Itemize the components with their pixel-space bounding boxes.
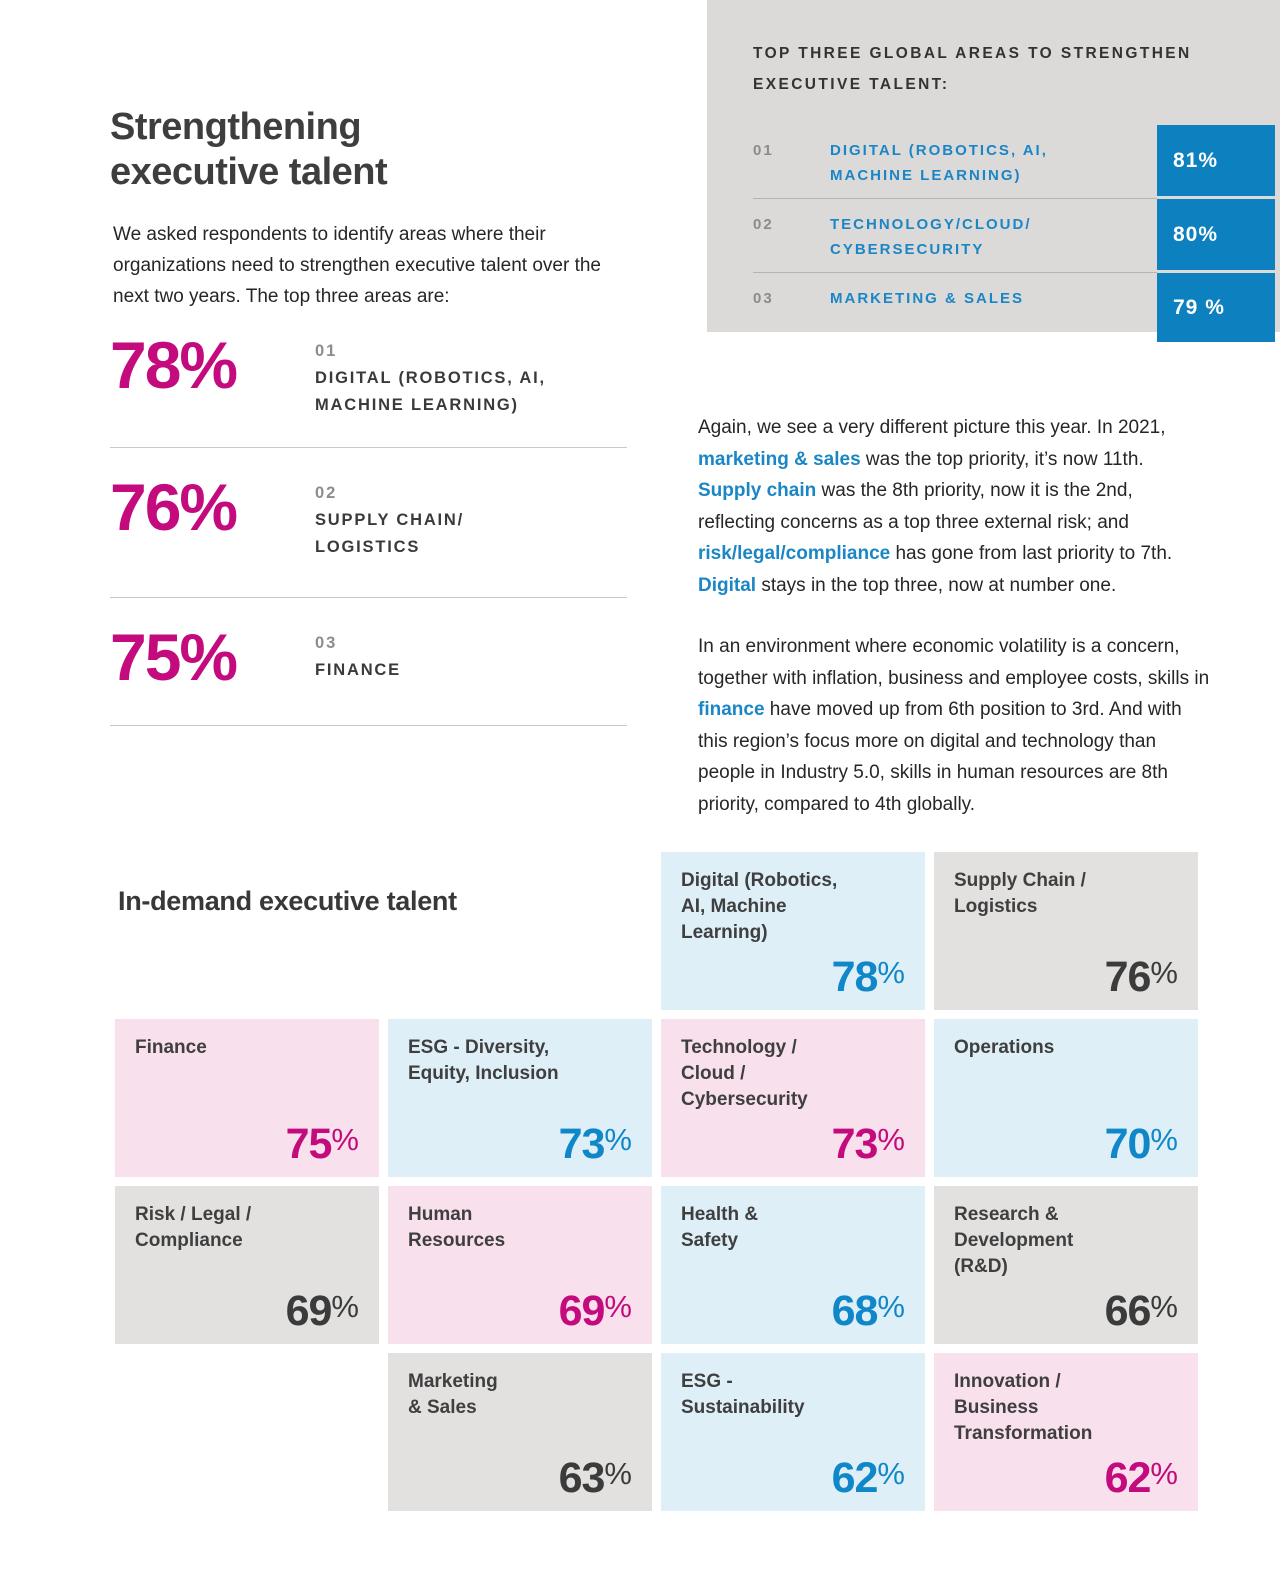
stat-value: 75% xyxy=(110,620,238,694)
global-row-label: TECHNOLOGY/CLOUD/ CYBERSECURITY xyxy=(830,216,1032,258)
global-areas-box: TOP THREE GLOBAL AREAS TO STRENGTHEN EXE… xyxy=(707,0,1280,342)
tile-operations: Operations 70% xyxy=(934,1019,1198,1177)
stat-rank: 02 xyxy=(315,484,338,502)
tile-innovation-transformation: Innovation / Business Transformation 62% xyxy=(934,1353,1198,1511)
global-box-row-main: 02 TECHNOLOGY/CLOUD/ CYBERSECURITY xyxy=(753,199,1157,273)
in-demand-grid: Digital (Robotics, AI, Machine Learning)… xyxy=(115,852,1198,1511)
tile-human-resources: Human Resources 69% xyxy=(388,1186,652,1344)
percent-sign: % xyxy=(604,1289,632,1324)
stat-meta: 02 SUPPLY CHAIN/ LOGISTICS xyxy=(315,476,464,561)
global-row-percent: 80% xyxy=(1157,199,1275,270)
tile-label: Operations xyxy=(954,1037,1055,1058)
percent-sign: % xyxy=(877,1289,905,1324)
stat-row: 76% 02 SUPPLY CHAIN/ LOGISTICS xyxy=(110,448,627,598)
tile-esg-dei: ESG - Diversity, Equity, Inclusion 73% xyxy=(388,1019,652,1177)
tile-finance: Finance 75% xyxy=(115,1019,379,1177)
intro-paragraph: We asked respondents to identify areas w… xyxy=(113,224,601,307)
tile-health-safety: Health & Safety 68% xyxy=(661,1186,925,1344)
stat-row: 75% 03 FINANCE xyxy=(110,598,627,726)
percent-sign: % xyxy=(1150,1456,1178,1491)
tile-label: Innovation / Business Transformation xyxy=(954,1371,1093,1444)
tile-value: 62% xyxy=(1104,1454,1178,1502)
stat-value: 78% xyxy=(110,328,238,402)
page-title: Strengthening executive talent xyxy=(110,106,388,194)
percent-sign: % xyxy=(1150,1122,1178,1157)
global-row-label: DIGITAL (ROBOTICS, AI, MACHINE LEARNING) xyxy=(830,142,1048,184)
global-row-label: MARKETING & SALES xyxy=(830,290,1025,307)
stat-meta: 03 FINANCE xyxy=(315,626,401,689)
top-three-stats: 78% 01 DIGITAL (ROBOTICS, AI, MACHINE LE… xyxy=(110,326,627,726)
tile-digital: Digital (Robotics, AI, Machine Learning)… xyxy=(661,852,925,1010)
percent-sign: % xyxy=(1150,955,1178,990)
stat-rank: 03 xyxy=(315,634,338,652)
tile-label: Human Resources xyxy=(408,1204,506,1251)
tile-value: 73% xyxy=(558,1120,632,1168)
tile-label: ESG - Sustainability xyxy=(681,1371,805,1418)
tile-value: 78% xyxy=(831,953,905,1001)
tile-label: Marketing & Sales xyxy=(408,1371,498,1418)
stat-rank: 01 xyxy=(315,342,338,360)
tile-value: 68% xyxy=(831,1287,905,1335)
stat-value: 76% xyxy=(110,470,238,544)
global-row-rank: 03 xyxy=(753,290,774,307)
tile-label: Finance xyxy=(135,1037,207,1058)
tile-value: 75% xyxy=(285,1120,359,1168)
stat-meta: 01 DIGITAL (ROBOTICS, AI, MACHINE LEARNI… xyxy=(315,334,546,419)
body-paragraph-1: Again, we see a very different picture t… xyxy=(698,417,1173,596)
global-box-row-main: 03 MARKETING & SALES xyxy=(753,273,1157,345)
stat-row: 78% 01 DIGITAL (ROBOTICS, AI, MACHINE LE… xyxy=(110,326,627,448)
stat-label: DIGITAL (ROBOTICS, AI, MACHINE LEARNING) xyxy=(315,369,546,414)
stat-label: SUPPLY CHAIN/ LOGISTICS xyxy=(315,511,465,556)
tile-value: 63% xyxy=(558,1454,632,1502)
tile-risk-legal-compliance: Risk / Legal / Compliance 69% xyxy=(115,1186,379,1344)
global-row-percent: 79 % xyxy=(1157,273,1275,342)
tile-label: Supply Chain / Logistics xyxy=(954,870,1086,917)
global-box-heading: TOP THREE GLOBAL AREAS TO STRENGTHEN EXE… xyxy=(753,45,1192,93)
percent-sign: % xyxy=(877,955,905,990)
tile-label: Research & Development (R&D) xyxy=(954,1204,1074,1277)
percent-sign: % xyxy=(877,1122,905,1157)
stat-label: FINANCE xyxy=(315,661,401,679)
tile-value: 69% xyxy=(558,1287,632,1335)
percent-sign: % xyxy=(331,1122,359,1157)
global-row-rank: 02 xyxy=(753,216,774,233)
global-box-row: 03 MARKETING & SALES 79 % xyxy=(753,273,1275,345)
global-box-row: 02 TECHNOLOGY/CLOUD/ CYBERSECURITY 80% xyxy=(753,199,1275,273)
body-paragraph-2: In an environment where economic volatil… xyxy=(698,636,1210,815)
global-box-rows: 01 DIGITAL (ROBOTICS, AI, MACHINE LEARNI… xyxy=(753,125,1275,345)
tile-research-development: Research & Development (R&D) 66% xyxy=(934,1186,1198,1344)
tile-marketing-sales: Marketing & Sales 63% xyxy=(388,1353,652,1511)
tile-value: 69% xyxy=(285,1287,359,1335)
tile-esg-sustainability: ESG - Sustainability 62% xyxy=(661,1353,925,1511)
tile-value: 73% xyxy=(831,1120,905,1168)
tile-label: Health & Safety xyxy=(681,1204,759,1251)
tile-value: 66% xyxy=(1104,1287,1178,1335)
tile-value: 76% xyxy=(1104,953,1178,1001)
tile-supply-chain: Supply Chain / Logistics 76% xyxy=(934,852,1198,1010)
tile-label: Digital (Robotics, AI, Machine Learning) xyxy=(681,870,838,943)
global-box-row-main: 01 DIGITAL (ROBOTICS, AI, MACHINE LEARNI… xyxy=(753,125,1157,199)
percent-sign: % xyxy=(604,1456,632,1491)
tile-label: ESG - Diversity, Equity, Inclusion xyxy=(408,1037,559,1084)
percent-sign: % xyxy=(1150,1289,1178,1324)
percent-sign: % xyxy=(877,1456,905,1491)
global-row-percent: 81% xyxy=(1157,125,1275,196)
global-box-row: 01 DIGITAL (ROBOTICS, AI, MACHINE LEARNI… xyxy=(753,125,1275,199)
tile-label: Technology / Cloud / Cybersecurity xyxy=(681,1037,808,1110)
percent-sign: % xyxy=(331,1289,359,1324)
percent-sign: % xyxy=(604,1122,632,1157)
global-row-rank: 01 xyxy=(753,142,774,159)
tile-value: 70% xyxy=(1104,1120,1178,1168)
tile-label: Risk / Legal / Compliance xyxy=(135,1204,252,1251)
grid-heading: In-demand executive talent xyxy=(118,886,457,917)
tile-value: 62% xyxy=(831,1454,905,1502)
tile-technology: Technology / Cloud / Cybersecurity 73% xyxy=(661,1019,925,1177)
